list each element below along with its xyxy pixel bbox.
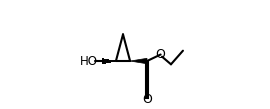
Text: O: O [156, 48, 166, 61]
Text: HO: HO [80, 54, 98, 68]
Polygon shape [130, 58, 147, 64]
Text: O: O [142, 93, 152, 106]
